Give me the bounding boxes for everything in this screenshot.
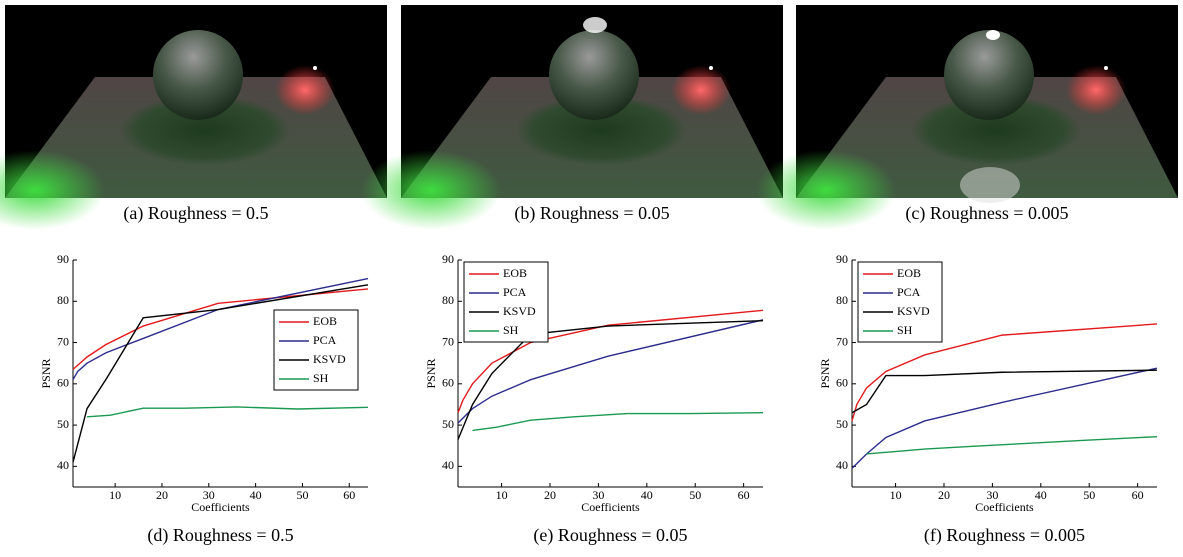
render-c xyxy=(756,5,1178,230)
y-axis-label: PSNR xyxy=(818,358,832,388)
y-tick-label: 70 xyxy=(836,334,848,348)
x-tick-label: 50 xyxy=(296,488,308,502)
figure: (a) Roughness = 0.5 (b) Roughness = 0.05… xyxy=(0,0,1183,552)
x-tick-label: 60 xyxy=(738,488,750,502)
y-tick-label: 70 xyxy=(442,334,454,348)
chart-caption: (d) Roughness = 0.5 xyxy=(147,525,293,546)
x-tick-label: 60 xyxy=(343,488,355,502)
y-tick-label: 70 xyxy=(57,334,69,348)
legend-label: PCA xyxy=(503,285,527,299)
x-tick-label: 40 xyxy=(641,488,653,502)
y-tick-label: 60 xyxy=(442,376,454,390)
legend-label: KSVD xyxy=(897,304,930,318)
legend-label: EOB xyxy=(313,314,337,328)
series-line xyxy=(852,368,1157,468)
y-axis-label: PSNR xyxy=(424,358,438,388)
render-a xyxy=(0,5,387,230)
legend-label: PCA xyxy=(897,285,921,299)
y-tick-label: 90 xyxy=(57,252,69,266)
render-b xyxy=(361,5,783,230)
y-tick-label: 50 xyxy=(836,417,848,431)
y-tick-label: 60 xyxy=(57,376,69,390)
legend-label: KSVD xyxy=(503,304,536,318)
x-tick-label: 60 xyxy=(1132,488,1144,502)
legend-label: SH xyxy=(313,371,329,385)
x-axis-label: Coefficients xyxy=(975,500,1034,514)
y-tick-label: 90 xyxy=(836,252,848,266)
legend-label: SH xyxy=(503,323,519,337)
y-tick-label: 50 xyxy=(442,417,454,431)
series-line xyxy=(473,413,763,431)
x-axis-label: Coefficients xyxy=(191,500,250,514)
series-line xyxy=(87,407,368,417)
x-tick-label: 40 xyxy=(1035,488,1047,502)
y-axis-label: PSNR xyxy=(39,358,53,388)
x-tick-label: 10 xyxy=(890,488,902,502)
y-tick-label: 50 xyxy=(57,417,69,431)
x-tick-label: 20 xyxy=(156,488,168,502)
y-tick-label: 80 xyxy=(57,293,69,307)
chart-caption: (f) Roughness = 0.005 xyxy=(924,525,1085,546)
x-tick-label: 40 xyxy=(250,488,262,502)
x-tick-label: 20 xyxy=(938,488,950,502)
y-tick-label: 80 xyxy=(836,293,848,307)
x-tick-label: 50 xyxy=(1083,488,1095,502)
caption: (b) Roughness = 0.05 xyxy=(514,203,669,224)
y-tick-label: 40 xyxy=(442,458,454,472)
x-tick-label: 50 xyxy=(689,488,701,502)
series-line xyxy=(867,437,1157,454)
y-tick-label: 80 xyxy=(442,293,454,307)
legend-label: PCA xyxy=(313,333,337,347)
x-axis-label: Coefficients xyxy=(581,500,640,514)
legend-label: EOB xyxy=(897,266,921,280)
y-tick-label: 60 xyxy=(836,376,848,390)
legend-label: EOB xyxy=(503,266,527,280)
x-tick-label: 10 xyxy=(109,488,121,502)
legend-label: SH xyxy=(897,323,913,337)
legend: EOB PCA KSVD SH xyxy=(274,310,358,390)
x-tick-label: 10 xyxy=(496,488,508,502)
caption: (a) Roughness = 0.5 xyxy=(123,203,268,224)
legend: EOB PCA KSVD SH xyxy=(464,262,548,342)
y-tick-label: 40 xyxy=(57,458,69,472)
legend: EOB PCA KSVD SH xyxy=(858,262,942,342)
chart-caption: (e) Roughness = 0.05 xyxy=(533,525,687,546)
series-line xyxy=(852,370,1157,413)
legend-label: KSVD xyxy=(313,352,346,366)
y-tick-label: 90 xyxy=(442,252,454,266)
x-tick-label: 20 xyxy=(544,488,556,502)
caption: (c) Roughness = 0.005 xyxy=(905,203,1068,224)
y-tick-label: 40 xyxy=(836,458,848,472)
